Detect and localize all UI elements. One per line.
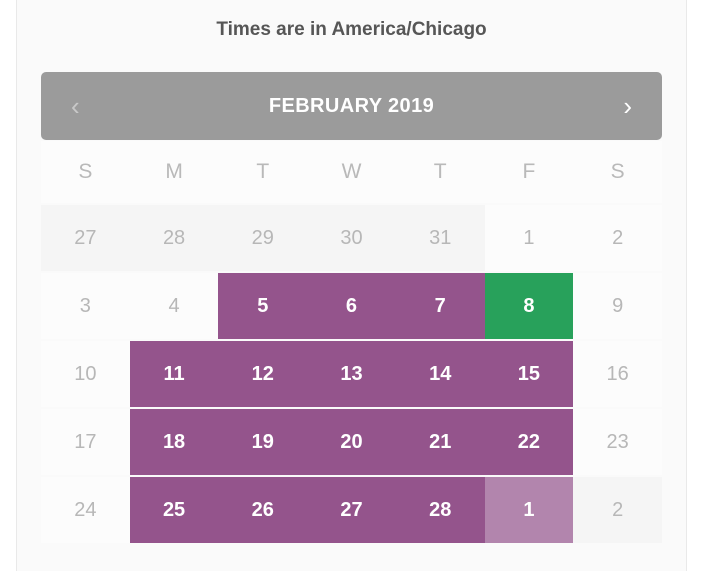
chevron-right-icon: › — [623, 91, 632, 121]
day-cell-19[interactable]: 19 — [218, 409, 308, 475]
day-of-week-header: T — [218, 141, 308, 203]
prev-month-button[interactable]: ‹ — [67, 93, 84, 119]
day-cell-23[interactable]: 23 — [573, 409, 662, 475]
calendar-week-row: 24 25 26 27 28 1 2 — [41, 477, 662, 543]
calendar-grid: S M T W T F S 27 28 29 30 31 1 2 3 4 5 6 7 8 9 10 11 12 13 14 15 16… — [41, 141, 662, 543]
day-of-week-header: F — [484, 141, 574, 203]
day-of-week-header: S — [573, 141, 662, 203]
day-cell-15[interactable]: 15 — [484, 341, 574, 407]
calendar-week-row: 10 11 12 13 14 15 16 — [41, 341, 662, 407]
chevron-left-icon: ‹ — [71, 91, 80, 121]
month-title: FEBRUARY 2019 — [268, 94, 435, 117]
day-cell-2[interactable]: 2 — [573, 477, 662, 543]
day-cell-14[interactable]: 14 — [395, 341, 485, 407]
day-cell-29[interactable]: 29 — [218, 205, 308, 271]
day-cell-27[interactable]: 27 — [307, 477, 396, 543]
day-cell-28[interactable]: 28 — [395, 477, 485, 543]
day-cell-25[interactable]: 25 — [129, 477, 219, 543]
day-cell-1[interactable]: 1 — [484, 205, 574, 271]
day-cell-22[interactable]: 22 — [484, 409, 574, 475]
day-cell-21[interactable]: 21 — [395, 409, 485, 475]
day-cell-8[interactable]: 8 — [484, 273, 574, 339]
day-of-week-header: M — [129, 141, 219, 203]
day-cell-3[interactable]: 3 — [41, 273, 130, 339]
day-cell-10[interactable]: 10 — [41, 341, 130, 407]
timezone-note: Times are in America/Chicago — [216, 19, 487, 40]
day-cell-7[interactable]: 7 — [395, 273, 485, 339]
day-of-week-header: T — [395, 141, 485, 203]
day-cell-11[interactable]: 11 — [129, 341, 219, 407]
day-of-week-header: W — [307, 141, 396, 203]
next-month-button[interactable]: › — [619, 93, 636, 119]
day-cell-27[interactable]: 27 — [41, 205, 130, 271]
day-cell-30[interactable]: 30 — [307, 205, 396, 271]
day-cell-1[interactable]: 1 — [484, 477, 574, 543]
day-cell-20[interactable]: 20 — [307, 409, 396, 475]
day-cell-12[interactable]: 12 — [218, 341, 308, 407]
day-cell-2[interactable]: 2 — [573, 205, 662, 271]
day-cell-5[interactable]: 5 — [218, 273, 308, 339]
day-cell-4[interactable]: 4 — [129, 273, 219, 339]
day-cell-16[interactable]: 16 — [573, 341, 662, 407]
day-cell-9[interactable]: 9 — [573, 273, 662, 339]
calendar-week-row: 17 18 19 20 21 22 23 — [41, 409, 662, 475]
day-cell-28[interactable]: 28 — [129, 205, 219, 271]
calendar-week-row: 27 28 29 30 31 1 2 — [41, 205, 662, 271]
day-cell-31[interactable]: 31 — [395, 205, 485, 271]
calendar-nav-bar: ‹ FEBRUARY 2019 › — [41, 72, 662, 140]
availability-calendar-widget: Times are in America/Chicago ‹ FEBRUARY … — [16, 0, 687, 571]
day-cell-13[interactable]: 13 — [307, 341, 396, 407]
day-cell-6[interactable]: 6 — [307, 273, 396, 339]
day-of-week-header: S — [41, 141, 130, 203]
day-cell-24[interactable]: 24 — [41, 477, 130, 543]
day-cell-18[interactable]: 18 — [129, 409, 219, 475]
day-cell-26[interactable]: 26 — [218, 477, 308, 543]
day-cell-17[interactable]: 17 — [41, 409, 130, 475]
